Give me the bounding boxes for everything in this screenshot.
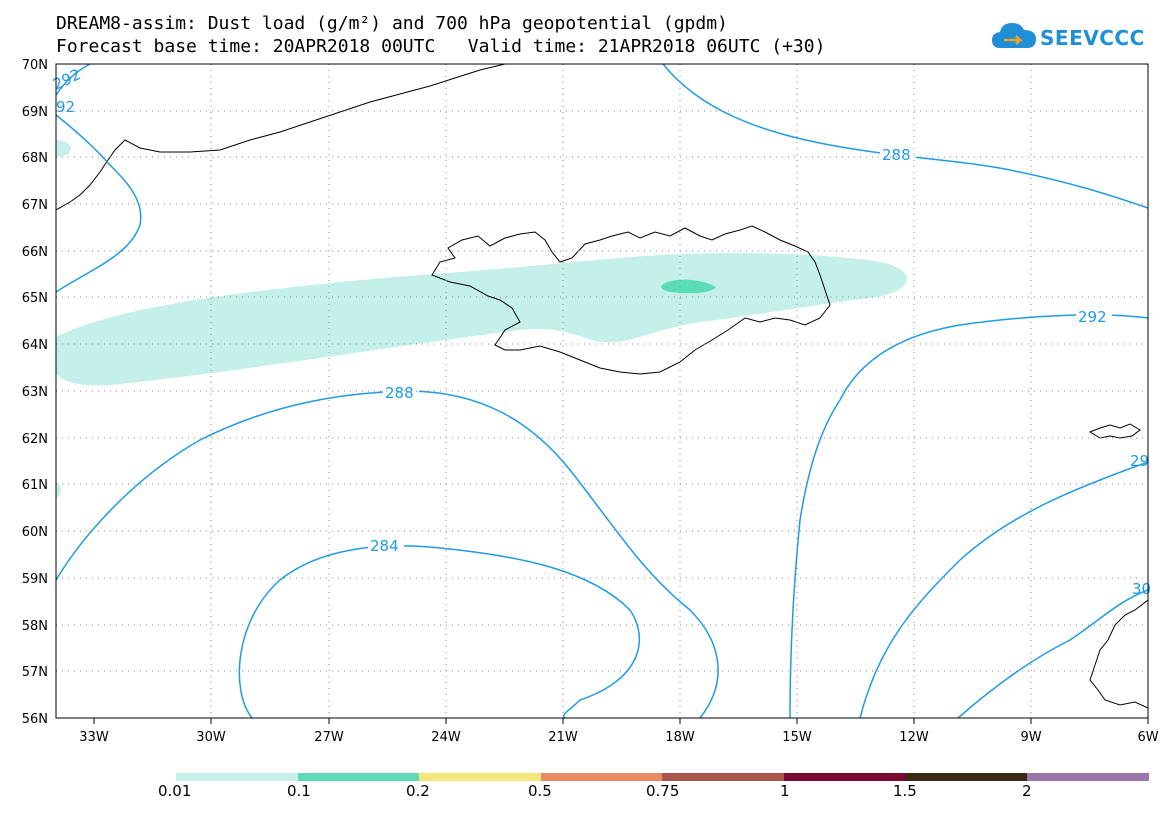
contour-292-east bbox=[789, 314, 1148, 718]
contour-288-north bbox=[662, 64, 1148, 209]
lat-label: 61N bbox=[22, 478, 48, 493]
geopotential-contours bbox=[56, 64, 1148, 718]
label-292-nw: 292 bbox=[50, 65, 84, 93]
contour-292-nw-corner bbox=[56, 64, 91, 96]
lon-label: 27W bbox=[314, 730, 344, 745]
coastline bbox=[56, 64, 1148, 709]
lat-label: 70N bbox=[22, 58, 48, 73]
latitude-labels: 70N 69N 68N 67N 66N 65N 64N 63N 62N 61N … bbox=[22, 58, 48, 727]
dust-patch-west bbox=[56, 140, 71, 157]
legend-label: 0.01 bbox=[158, 782, 192, 800]
iceland-coast bbox=[431, 225, 831, 375]
label-29-east: 29 bbox=[1130, 452, 1149, 470]
lat-label: 64N bbox=[22, 338, 48, 353]
lat-label: 59N bbox=[22, 572, 48, 587]
legend-label: 0.5 bbox=[528, 782, 552, 800]
scotland-coast bbox=[1089, 599, 1148, 709]
legend-label: 0.1 bbox=[287, 782, 311, 800]
contour-288-south bbox=[56, 390, 719, 718]
colorbar-segment bbox=[784, 773, 906, 781]
dust-plume-0.01 bbox=[56, 253, 908, 386]
colorbar-segment bbox=[298, 773, 419, 781]
dust-load-shading bbox=[56, 140, 908, 498]
legend-label: 1 bbox=[780, 782, 790, 800]
faroe-coast bbox=[1088, 423, 1141, 439]
lat-label: 66N bbox=[22, 245, 48, 260]
label-288-north: 288 bbox=[882, 146, 911, 164]
colorbar-segment bbox=[662, 773, 784, 781]
lon-label: 24W bbox=[431, 730, 461, 745]
graticule bbox=[56, 64, 1148, 718]
contour-300-se bbox=[957, 589, 1148, 718]
legend-label: 0.75 bbox=[646, 782, 680, 800]
label-92-nw: 92 bbox=[56, 98, 75, 116]
contour-284 bbox=[238, 545, 641, 718]
lon-label: 30W bbox=[196, 730, 226, 745]
label-30-east: 30 bbox=[1132, 580, 1151, 598]
colorbar-segment bbox=[419, 773, 541, 781]
lat-label: 68N bbox=[22, 151, 48, 166]
label-284: 284 bbox=[370, 537, 399, 555]
longitude-labels: 33W 30W 27W 24W 21W 18W 15W 12W 9W 6W bbox=[79, 730, 1158, 745]
lat-label: 67N bbox=[22, 198, 48, 213]
logo-text: SEEVCCC bbox=[1040, 26, 1145, 50]
cloud-icon bbox=[992, 23, 1036, 48]
lon-label: 21W bbox=[548, 730, 578, 745]
forecast-time-subtitle: Forecast base time: 20APR2018 00UTC Vali… bbox=[56, 36, 826, 57]
lon-label: 9W bbox=[1020, 730, 1041, 745]
lon-label: 15W bbox=[782, 730, 812, 745]
legend-label: 2 bbox=[1022, 782, 1032, 800]
greenland-coast bbox=[56, 64, 506, 211]
map-title: DREAM8-assim: Dust load (g/m²) and 700 h… bbox=[56, 13, 728, 34]
lat-label: 57N bbox=[22, 665, 48, 680]
dust-patch-west-south bbox=[56, 482, 61, 498]
colorbar-segment bbox=[906, 773, 1027, 781]
label-292-east: 292 bbox=[1078, 308, 1107, 326]
contour-292-nw bbox=[56, 114, 142, 293]
lon-label: 6W bbox=[1137, 730, 1158, 745]
lat-label: 69N bbox=[22, 105, 48, 120]
colorbar-segment bbox=[541, 773, 662, 781]
legend-label: 1.5 bbox=[893, 782, 917, 800]
lon-label: 33W bbox=[79, 730, 109, 745]
colorbar-segment bbox=[1027, 773, 1149, 781]
lat-label: 56N bbox=[22, 712, 48, 727]
lat-label: 63N bbox=[22, 385, 48, 400]
seevccc-logo: SEEVCCC bbox=[990, 18, 1170, 58]
plot-frame bbox=[55, 63, 1149, 719]
contour-labels: 288 292 288 284 292 92 29 30 bbox=[50, 65, 1151, 598]
lat-label: 58N bbox=[22, 619, 48, 634]
lon-label: 18W bbox=[665, 730, 695, 745]
lat-label: 62N bbox=[22, 432, 48, 447]
legend-label: 0.2 bbox=[406, 782, 430, 800]
lon-label: 12W bbox=[899, 730, 929, 745]
lat-label: 65N bbox=[22, 291, 48, 306]
colorbar-segment bbox=[176, 773, 298, 781]
label-288-south: 288 bbox=[385, 384, 414, 402]
contour-292-se bbox=[859, 461, 1148, 718]
lat-label: 60N bbox=[22, 525, 48, 540]
dust-core-0.1 bbox=[661, 279, 716, 294]
axis-ticks bbox=[93, 718, 1149, 724]
